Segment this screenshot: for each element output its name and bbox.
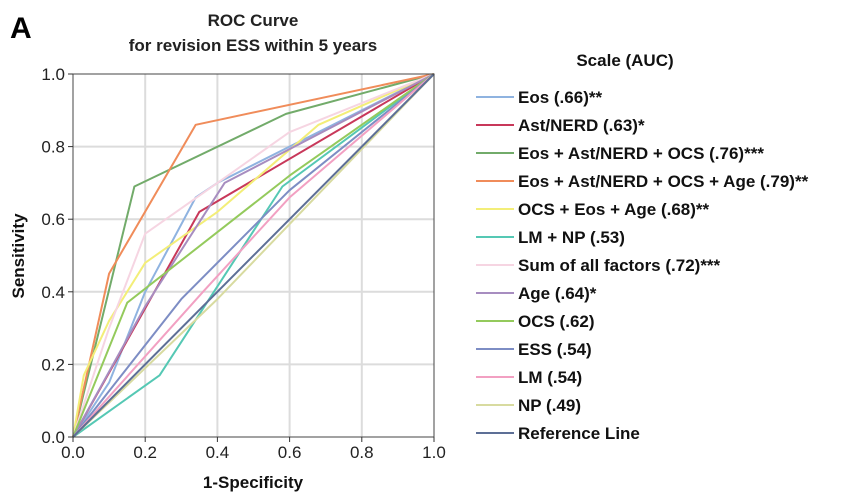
legend-label: Age (.64)* (518, 284, 597, 303)
chart-title-line-2: for revision ESS within 5 years (129, 36, 377, 55)
series-line-13 (72, 73, 435, 438)
series-line-12 (72, 73, 435, 438)
series-line-8 (72, 73, 435, 438)
series-line-5 (72, 73, 435, 438)
legend-label: LM + NP (.53) (518, 228, 625, 247)
series-line-11 (72, 73, 435, 438)
legend-label: NP (.49) (518, 396, 581, 415)
legend-label: LM (.54) (518, 368, 582, 387)
x-tick-label: 0.8 (350, 443, 374, 462)
legend-label: Reference Line (518, 424, 640, 443)
legend-label: Sum of all factors (.72)*** (518, 256, 721, 275)
legend-label: Eos (.66)** (518, 88, 602, 107)
x-axis-ticks: 0.0 0.2 0.4 0.6 0.8 1.0 (61, 437, 446, 462)
y-tick-label: 0.4 (41, 283, 65, 302)
legend-label: OCS (.62) (518, 312, 595, 331)
legend-label: Eos + Ast/NERD + OCS + Age (.79)** (518, 172, 809, 191)
legend-label: Eos + Ast/NERD + OCS (.76)*** (518, 144, 764, 163)
y-tick-label: 0.6 (41, 210, 65, 229)
series-line-4 (72, 73, 435, 438)
y-axis-ticks: 0.0 0.2 0.4 0.6 0.8 1.0 (41, 65, 73, 447)
y-tick-label: 0.8 (41, 138, 65, 157)
x-tick-label: 0.0 (61, 443, 85, 462)
series-lines (72, 73, 435, 438)
x-tick-label: 1.0 (422, 443, 446, 462)
y-tick-label: 1.0 (41, 65, 65, 84)
x-tick-label: 0.6 (278, 443, 302, 462)
series-line-9 (72, 73, 435, 438)
series-line-7 (72, 73, 435, 438)
x-tick-label: 0.4 (206, 443, 230, 462)
legend-label: Ast/NERD (.63)* (518, 116, 645, 135)
y-tick-label: 0.0 (41, 428, 65, 447)
y-axis-label: Sensitivity (9, 213, 28, 299)
plot-frame (72, 73, 435, 438)
series-line-3 (72, 73, 435, 438)
series-line-10 (72, 73, 435, 438)
chart-title-line-1: ROC Curve (208, 11, 299, 30)
plot-border (72, 73, 435, 438)
x-tick-label: 0.2 (133, 443, 157, 462)
series-line-6 (72, 73, 435, 438)
legend: Eos (.66)** Ast/NERD (.63)* Eos + Ast/NERD… (476, 88, 809, 443)
x-axis-label: 1-Specificity (203, 473, 304, 492)
panel-label: A (10, 12, 32, 45)
legend-label: OCS + Eos + Age (.68)** (518, 200, 710, 219)
legend-title: Scale (AUC) (576, 51, 673, 70)
y-tick-label: 0.2 (41, 355, 65, 374)
legend-label: ESS (.54) (518, 340, 592, 359)
